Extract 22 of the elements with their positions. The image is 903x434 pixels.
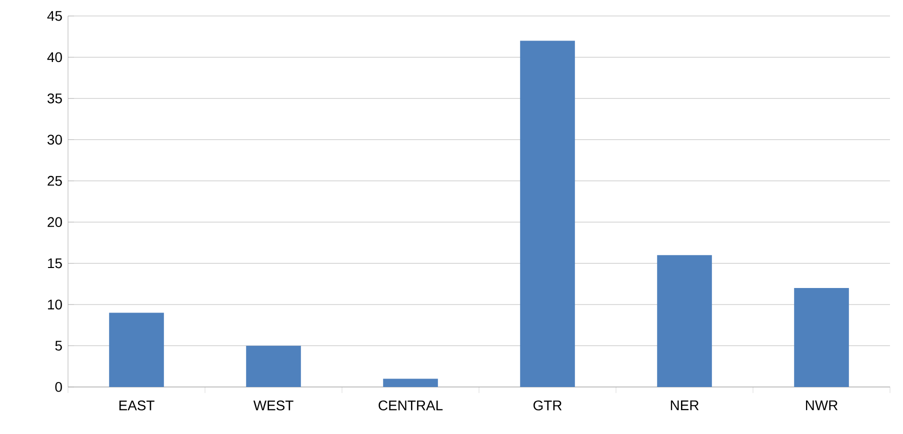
bar [520,40,575,387]
y-tick-label: 40 [47,52,62,62]
y-tick-label: 15 [48,258,62,268]
y-tick-label: 5 [55,340,62,351]
bar [794,288,849,387]
y-tick-label: 0 [55,382,62,392]
y-tick-label: 10 [48,300,62,310]
bar [657,255,712,387]
y-tick-label: 45 [47,11,62,21]
y-tick-label: 30 [48,134,62,145]
y-tick-label: 20 [48,217,62,228]
x-tick-label: EAST [119,400,154,410]
x-tick-label: NWR [806,400,838,410]
x-tick-label: GTR [533,400,562,410]
x-tick-label: NER [670,400,699,410]
x-tick-label: CENTRAL [378,400,443,410]
y-tick-label: 35 [48,93,62,104]
bar [383,378,438,387]
x-tick-label: WEST [253,400,294,410]
bar [109,312,164,387]
bar [246,346,301,387]
y-tick-label: 25 [48,176,62,186]
